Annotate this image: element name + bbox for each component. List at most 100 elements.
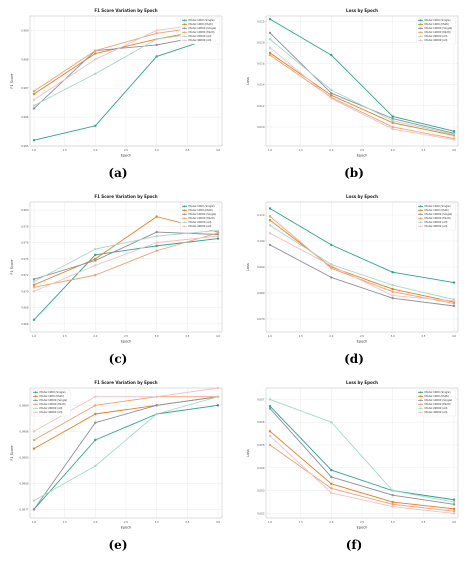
data-point [32,438,36,442]
x-tick-label: 4.0 [452,334,456,338]
x-tick-label: 3.0 [155,520,159,524]
legend-marker [419,39,422,42]
y-tick-label: 0.970 [21,289,29,293]
legend-label: Model 1000 (Single) [425,204,451,208]
legend-label: Model 1000 (Single) [425,18,451,22]
legend-label: Model 20000 (All) [425,406,448,410]
legend-label: Model 1000 (Single) [425,390,451,394]
series-4 [32,231,220,289]
data-point [268,51,272,55]
data-point [452,498,456,501]
data-point [268,219,272,222]
data-point [268,53,272,57]
series-line [269,225,455,300]
x-tick-label: 1.0 [32,148,36,152]
data-point [32,277,36,281]
data-point [155,404,158,407]
data-point [155,55,158,58]
x-tick-label: 3.5 [185,148,189,152]
series-line [269,208,455,284]
series-line [269,219,455,303]
data-point [94,52,97,55]
y-tick-label: 0.110 [257,213,265,217]
data-point [32,290,36,293]
x-tick-label: 2.0 [329,334,333,338]
x-axis-label: Epoch [121,526,132,530]
y-tick-label: 0.9977 [19,507,28,511]
y-tick-label: 0.003 [257,489,265,493]
chart-svg: 1.0 1.5 2.0 2.5 3.0 3.5 4.0 0.070 0.080 0.090 0.10… [244,190,466,350]
data-point [94,464,97,468]
legend-label: Model 40000 (All) [425,38,448,42]
data-point [32,107,36,110]
x-tick-label: 3.0 [391,334,395,338]
chart-svg: 1.0 1.5 2.0 2.5 3.0 3.5 4.0 0.010 0.012 0.014 0.01… [244,4,466,164]
legend-marker [419,217,422,220]
caption-e: (e) [108,538,128,552]
data-point [268,31,272,35]
legend-label: Model 10000 (Single) [189,26,217,30]
chart-svg: 1.0 1.5 2.0 2.5 3.0 3.5 4.0 0.985 0.986 0.987 0.98… [8,4,230,164]
series-line [269,244,455,307]
series-1 [268,17,456,133]
data-point [330,94,333,97]
legend: Model 1000 (Single)Model 1000 (Multi)Mod… [180,203,220,231]
data-point [391,297,394,300]
data-point [94,72,97,75]
data-point [94,247,97,251]
caption-a: (a) [108,166,128,180]
series-line [269,435,455,514]
legend: Model 1000 (Single)Model 1000 (Multi)Mod… [416,203,456,231]
data-point [330,91,333,95]
legend-marker [183,39,186,42]
data-point [330,97,333,100]
legend-marker [183,27,186,30]
data-point [32,318,36,322]
chart-title: F1 Score Variation by Epoch [94,380,157,385]
x-tick-label: 1.5 [299,520,303,524]
data-point [94,58,97,61]
series-6 [268,434,456,515]
data-point [452,304,456,308]
legend-marker [34,403,37,406]
legend-label: Model 20000 (All) [189,34,212,38]
series-line [269,47,455,141]
series-line [33,396,219,510]
legend: Model 1000 (Single)Model 1000 (Multi)Mod… [31,389,71,417]
data-point [330,264,333,267]
x-tick-label: 2.5 [360,334,364,338]
data-point [216,404,220,407]
legend-label: Model 1000 (Multi) [425,394,449,398]
chart-panel-e: 1.0 1.5 2.0 2.5 3.0 3.5 4.0 0.9977 0.9980 0.9983 0… [8,376,230,536]
legend-label: Model 1000 (Multi) [40,394,64,398]
chart-svg: 1.0 1.5 2.0 2.5 3.0 3.5 4.0 0.966 0.968 0.970 0.97… [8,190,230,350]
data-point [391,117,394,120]
series-1 [268,207,456,284]
data-point [330,276,333,279]
data-point [216,234,220,238]
legend-marker [183,23,186,26]
data-point [32,508,36,511]
legend-marker [419,35,422,38]
legend-marker [183,217,186,220]
data-point [330,53,333,57]
legend-label: Model 1000 (Single) [189,204,215,208]
data-point [391,271,394,274]
legend-marker [183,213,186,216]
plot-frame [29,387,223,519]
plot-frame [29,201,223,333]
y-tick-label: 0.007 [257,397,265,401]
data-point [32,89,36,93]
legend-box [180,17,220,45]
data-point [155,230,158,234]
y-tick-label: 0.974 [21,257,29,261]
data-point [452,507,456,511]
data-point [452,133,456,136]
data-point [268,215,272,218]
data-point [330,267,333,270]
data-point [94,259,97,262]
legend-label: Model 10000 (Single) [425,26,453,30]
y-tick-label: 0.005 [257,443,265,447]
x-tick-label: 2.0 [93,520,97,524]
legend-label: Model 1000 (Multi) [425,208,449,212]
